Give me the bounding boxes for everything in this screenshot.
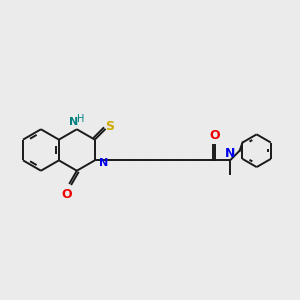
Text: N: N [70,117,79,127]
Text: H: H [77,114,84,124]
Text: N: N [99,158,108,168]
Text: N: N [225,147,235,160]
Text: O: O [209,129,220,142]
Text: S: S [105,120,114,133]
Text: O: O [61,188,72,201]
